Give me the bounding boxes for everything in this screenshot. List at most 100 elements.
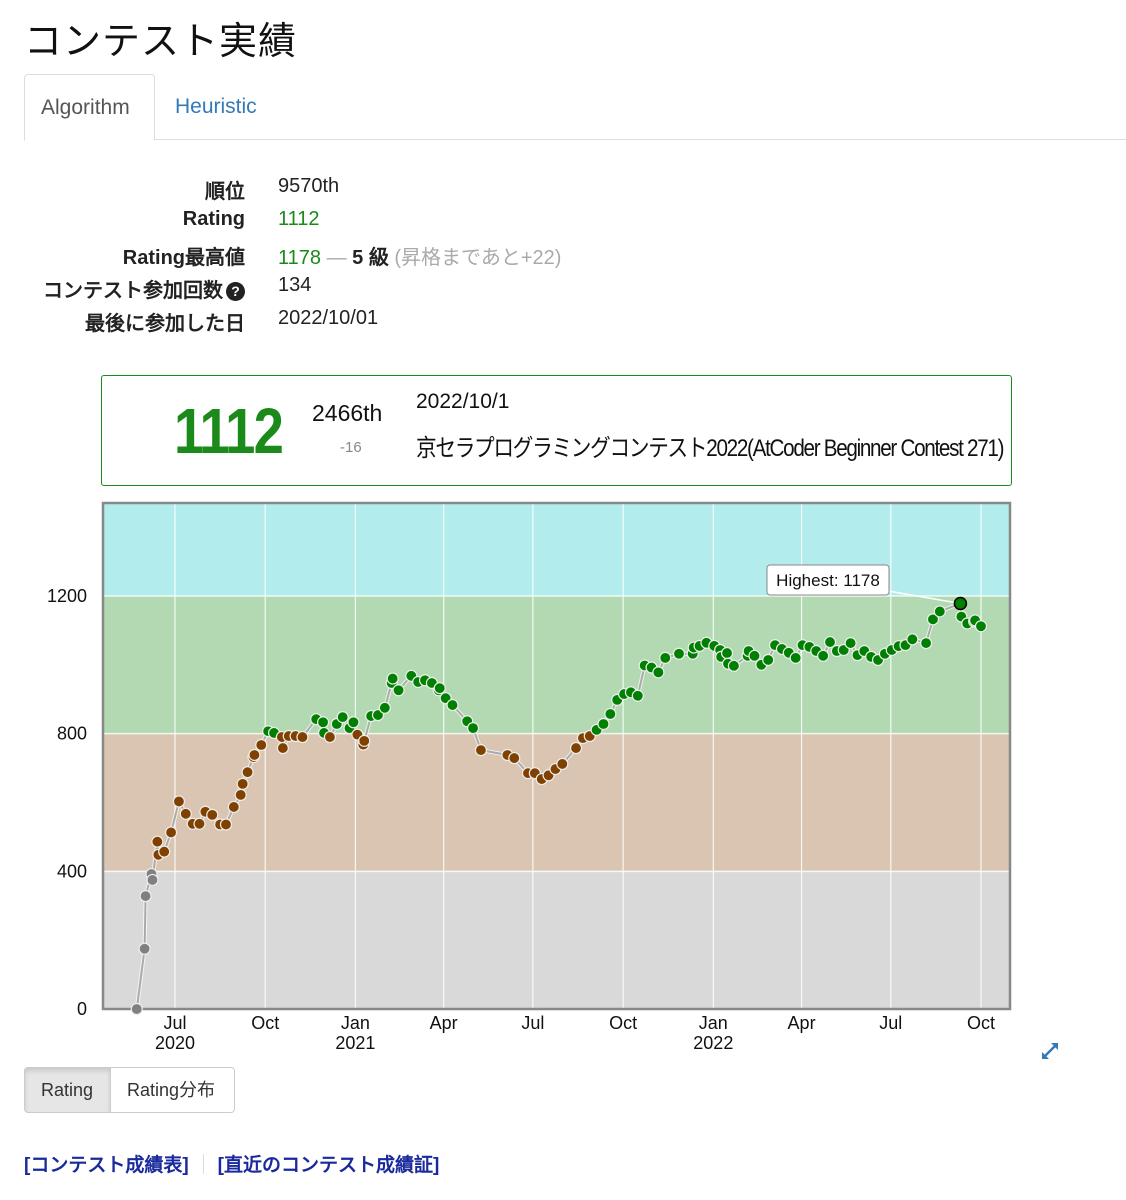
highest-label: Rating最高値 [122,247,245,269]
x-tick-year: 2021 [335,1033,375,1053]
rating-point[interactable] [206,808,219,821]
band-brown [103,733,1010,872]
rating-point[interactable] [844,636,857,650]
rating-point[interactable] [762,653,775,667]
rating-point[interactable] [926,613,940,626]
rating-point[interactable] [151,835,164,848]
rank-value: 9570th [278,175,340,197]
highest-value-group: 1178 — 5 級 (昇格まであと+22) [278,241,561,270]
rating-point[interactable] [789,651,802,664]
rating-point[interactable] [146,873,159,887]
rating-point[interactable] [817,649,830,662]
rating-point[interactable] [652,666,665,679]
dash: — [326,247,347,269]
expand-arrows-icon[interactable] [1039,1040,1061,1062]
recent-certificate-link[interactable]: [直近のコンテスト成績証] [217,1155,440,1176]
x-tick-label: Jul [521,1013,544,1033]
rating-point[interactable] [158,845,171,858]
rating-point[interactable] [720,646,734,660]
highest-rating: 1178 [278,247,322,269]
x-tick-label: Jan [699,1013,728,1033]
rating-point[interactable] [234,788,247,801]
rating-point[interactable] [433,682,446,695]
rating-point[interactable] [597,717,610,731]
band-gray [103,871,1010,1009]
rating-point[interactable] [556,757,569,771]
rating-point[interactable] [193,817,206,830]
rating-point[interactable] [906,633,919,646]
rating-point[interactable] [179,807,192,820]
contest-rating: 1112 [174,395,284,467]
rating-point[interactable] [392,684,405,697]
rating-point[interactable] [236,777,249,790]
rating-point[interactable] [378,701,391,714]
rating-point[interactable] [569,741,583,755]
rating-point[interactable] [386,672,399,685]
rating-point[interactable] [659,651,672,664]
rating-point[interactable] [933,605,946,618]
rating-point[interactable] [138,942,151,955]
plot-frame [101,501,1012,1011]
rating-point[interactable] [248,748,261,762]
rating-point[interactable] [241,766,254,779]
rating-point[interactable] [323,730,337,744]
highest-pointer [887,590,961,605]
rating-distribution-button[interactable]: Rating分布 [111,1067,235,1113]
x-tick-label: Jul [879,1013,902,1033]
selected-contest-box: 1112 2466th -16 2022/10/1 京セラプログラミングコンテス… [101,375,1012,486]
kyu-badge: 5 級 [352,247,389,269]
y-tick-label: 400 [57,861,87,881]
rating-point[interactable] [130,1002,143,1016]
page-title: コンテスト実績 [24,21,298,63]
x-tick-year: 2020 [155,1033,195,1053]
rating-point[interactable] [823,635,837,649]
contest-date: 2022/10/1 [416,390,510,413]
tab-heuristic[interactable]: Heuristic [175,95,257,118]
contest-name: 京セラプログラミングコンテスト2022(AtCoder Beginner Con… [416,435,1004,462]
rating-point[interactable] [316,716,330,729]
rating-value: 1112 [278,208,320,230]
tab-algorithm[interactable]: Algorithm [24,74,155,141]
rating-point[interactable] [219,818,233,831]
highest-point[interactable] [953,596,968,611]
rating-point[interactable] [296,730,309,744]
highest-tooltip [766,564,890,596]
footer-links: [コンテスト成績表] [直近のコンテスト成績証] [24,1150,439,1177]
rating-point[interactable] [172,795,186,808]
x-tick-year: 2022 [693,1033,733,1053]
contest-type-tabs: Algorithm Heuristic [24,74,1126,141]
x-tick-label: Apr [788,1013,816,1033]
rating-point[interactable] [474,744,488,757]
rating-point[interactable] [604,707,617,721]
rating-point[interactable] [508,751,521,765]
rating-point[interactable] [748,649,761,662]
rating-point[interactable] [466,722,480,735]
rating-chart[interactable]: 0 400 800 1200 Jul 2020 Oct Jan 2021 Apr Jul Oct Jan… [0,495,1126,1065]
rating-point[interactable] [276,741,289,755]
rating-point[interactable] [358,734,371,747]
rating-point[interactable] [164,826,178,839]
rating-point[interactable] [227,800,240,814]
x-tick-label: Jan [341,1013,370,1033]
rating-point[interactable] [336,711,349,724]
x-tick-label: Oct [609,1013,637,1033]
rating-chart-button[interactable]: Rating [24,1067,111,1113]
rating-point[interactable] [919,636,933,650]
rank-label: 順位 [205,181,245,203]
rating-point[interactable] [631,689,644,702]
promotion-note: (昇格まであと+22) [394,247,562,269]
question-circle-icon[interactable]: ? [226,282,245,301]
rating-point[interactable] [347,716,360,729]
rating-point[interactable] [446,698,459,712]
x-tick-label: Oct [967,1013,995,1033]
rating-point[interactable] [672,647,686,660]
rating-point[interactable] [255,738,268,752]
highest-tooltip-label: Highest: 1178 [776,571,880,590]
y-tick-label: 1200 [47,586,87,606]
rating-point[interactable] [974,620,988,633]
band-green [103,595,1010,734]
rating-point[interactable] [727,659,741,672]
contest-history-link[interactable]: [コンテスト成績表] [24,1155,189,1176]
rating-point[interactable] [139,889,152,903]
